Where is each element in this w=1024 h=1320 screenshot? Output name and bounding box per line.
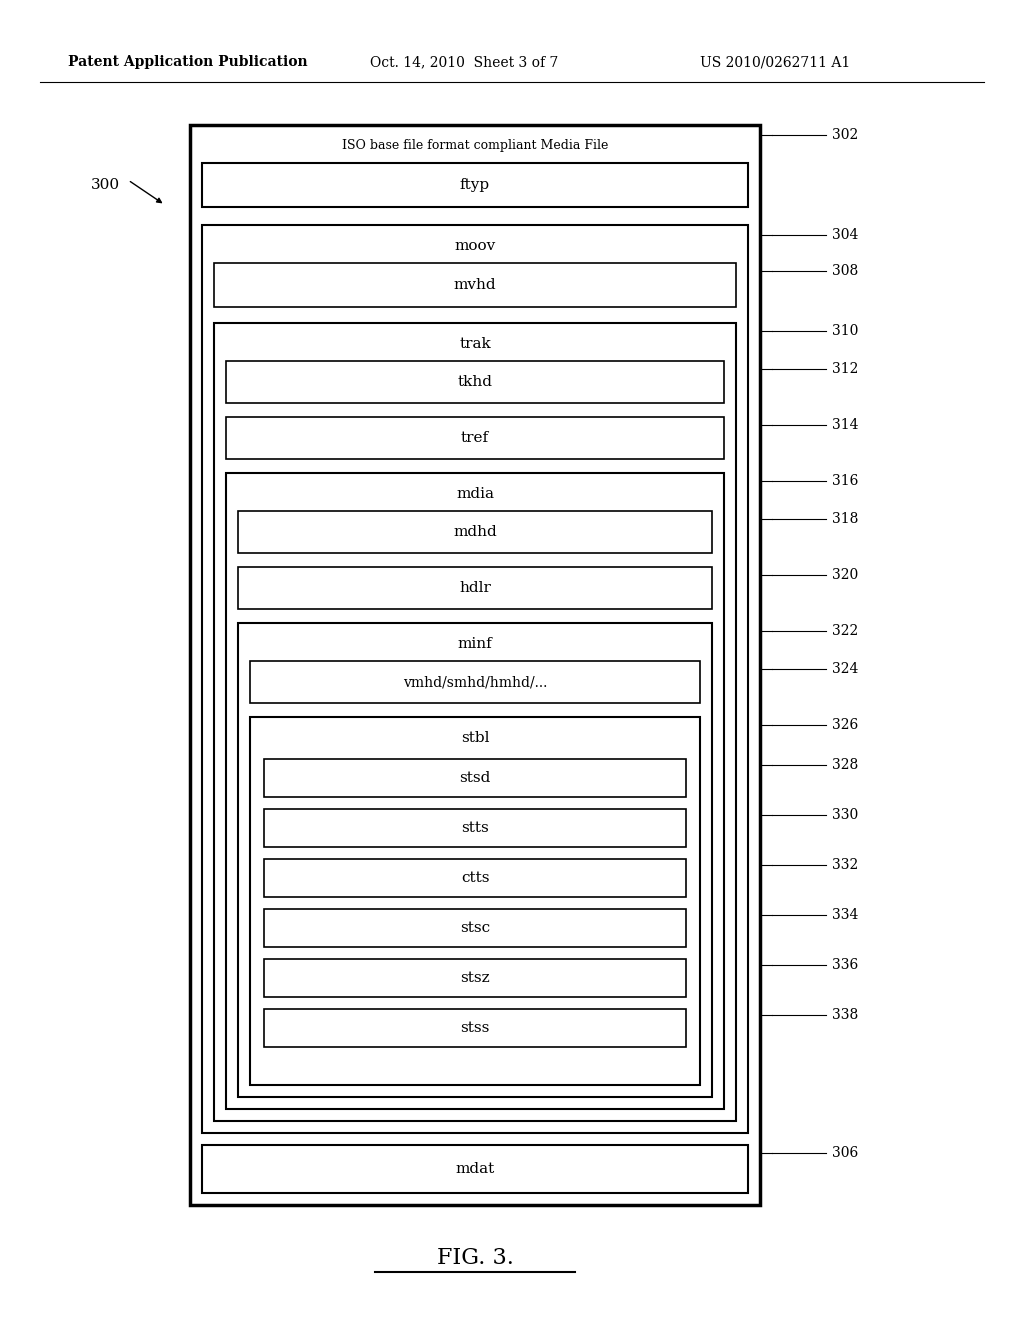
Text: 316: 316 [831,474,858,488]
Bar [264,859,686,898]
Text: 300: 300 [91,178,120,191]
Text: hdlr: hdlr [459,581,490,595]
Text: 310: 310 [831,323,858,338]
Text: US 2010/0262711 A1: US 2010/0262711 A1 [700,55,850,69]
Text: mdhd: mdhd [454,525,497,539]
Bar [238,511,712,553]
Text: mdat: mdat [456,1162,495,1176]
Text: 322: 322 [831,624,858,638]
Bar [190,125,760,1205]
Bar [226,473,724,1109]
Text: 312: 312 [831,362,858,376]
Text: 332: 332 [831,858,858,873]
Text: mdia: mdia [456,487,494,502]
Text: stsc: stsc [460,921,490,935]
Text: ISO base file format compliant Media File: ISO base file format compliant Media Fil… [342,139,608,152]
Text: 326: 326 [831,718,858,733]
Bar [202,1144,748,1193]
Bar [264,909,686,946]
Bar [202,224,748,1133]
Text: vmhd/smhd/hmhd/...: vmhd/smhd/hmhd/... [402,675,547,689]
Text: 338: 338 [831,1008,858,1022]
Text: moov: moov [455,239,496,253]
Bar [226,360,724,403]
Text: 320: 320 [831,568,858,582]
Text: minf: minf [458,638,493,651]
Text: 304: 304 [831,228,858,242]
Text: 318: 318 [831,512,858,525]
Text: trak: trak [459,337,490,351]
Text: Oct. 14, 2010  Sheet 3 of 7: Oct. 14, 2010 Sheet 3 of 7 [370,55,558,69]
Text: 330: 330 [831,808,858,822]
Text: 328: 328 [831,758,858,772]
Text: FIG. 3.: FIG. 3. [436,1247,513,1269]
Bar [264,1008,686,1047]
Bar [264,960,686,997]
Text: 324: 324 [831,663,858,676]
Bar [238,623,712,1097]
Text: 314: 314 [831,418,858,432]
Bar [226,417,724,459]
Text: tref: tref [461,432,489,445]
Text: stsz: stsz [460,972,489,985]
Text: tkhd: tkhd [458,375,493,389]
Text: stbl: stbl [461,731,489,744]
Bar [264,809,686,847]
Bar [250,717,700,1085]
Bar [264,759,686,797]
Bar [202,162,748,207]
Bar [214,263,736,308]
Text: 336: 336 [831,958,858,972]
Text: ctts: ctts [461,871,489,884]
Text: stsd: stsd [460,771,490,785]
Bar [250,661,700,704]
Text: stss: stss [461,1020,489,1035]
Bar [214,323,736,1121]
Text: Patent Application Publication: Patent Application Publication [68,55,307,69]
Bar [238,568,712,609]
Text: ftyp: ftyp [460,178,490,191]
Text: stts: stts [461,821,488,836]
Text: 306: 306 [831,1146,858,1160]
Text: 308: 308 [831,264,858,279]
Text: 334: 334 [831,908,858,921]
Text: mvhd: mvhd [454,279,497,292]
Text: 302: 302 [831,128,858,143]
